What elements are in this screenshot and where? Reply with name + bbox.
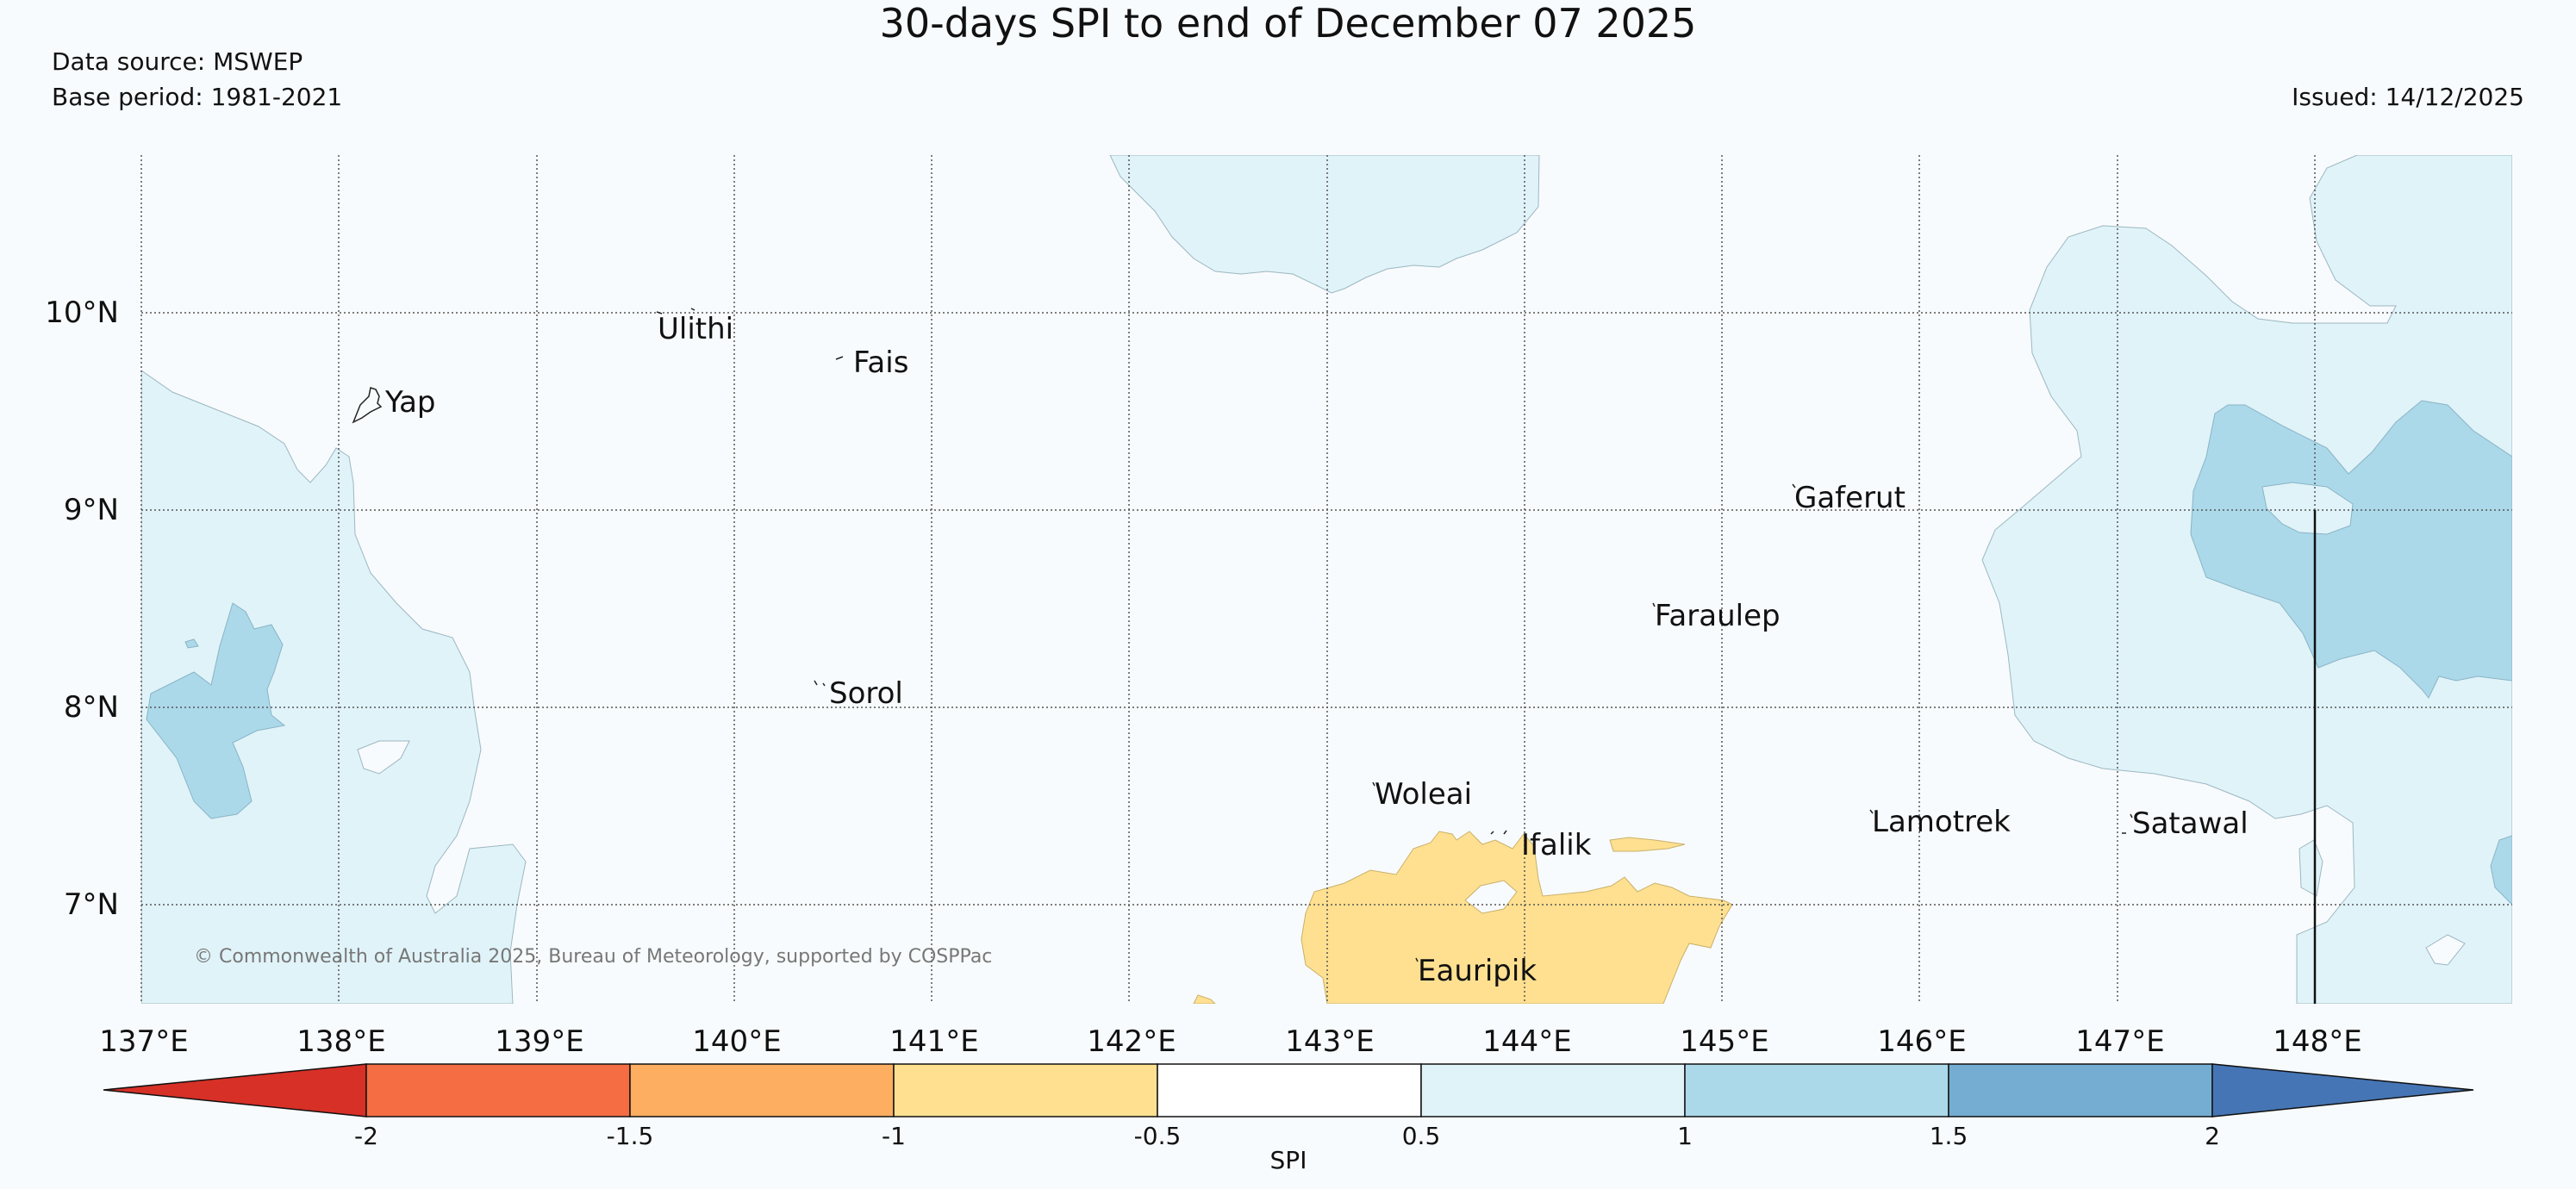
colorbar-tick-2: 2 bbox=[2205, 1122, 2220, 1150]
colorbar-tick-0-5: 0.5 bbox=[1402, 1122, 1441, 1150]
lamotrek-island-mark bbox=[1869, 809, 1874, 814]
lon-label-147e: 147°E bbox=[2075, 1024, 2164, 1059]
colorbar-label: SPI bbox=[1270, 1146, 1307, 1174]
faraulep-island-mark bbox=[1652, 602, 1656, 607]
lon-label-138e: 138°E bbox=[296, 1024, 385, 1059]
woleai-island-mark bbox=[1372, 781, 1375, 787]
lon-label-144e: 144°E bbox=[1482, 1024, 1571, 1059]
colorbar-bin-severe-wet bbox=[1948, 1063, 2213, 1117]
ifalik-island-mark bbox=[1490, 830, 1507, 835]
yap-island-outline bbox=[352, 387, 383, 424]
place-label-sorol: Sorol bbox=[829, 676, 903, 711]
moderate-wet-patch-southeast bbox=[2490, 835, 2512, 906]
dry-patch-small bbox=[1193, 994, 1216, 1004]
lon-label-139e: 139°E bbox=[495, 1024, 583, 1059]
place-label-gaferut: Gaferut bbox=[1794, 481, 1905, 515]
map-title: 30-days SPI to end of December 07 2025 bbox=[879, 0, 1697, 47]
graticule bbox=[140, 155, 2512, 1004]
colorbar-bin-moderate-wet bbox=[1684, 1063, 1949, 1117]
dry-hole-west bbox=[357, 740, 410, 775]
wet-region-top bbox=[1109, 155, 1540, 294]
lon-label-142e: 142°E bbox=[1087, 1024, 1176, 1059]
copyright-notice: © Commonwealth of Australia 2025, Bureau… bbox=[194, 946, 992, 968]
place-label-lamotrek: Lamotrek bbox=[1872, 805, 2011, 839]
place-label-faraulep: Faraulep bbox=[1655, 599, 1781, 633]
place-label-eauripik: Eauripik bbox=[1418, 954, 1537, 988]
lon-label-141e: 141°E bbox=[889, 1024, 978, 1059]
lon-label-137e: 137°E bbox=[99, 1024, 188, 1059]
colorbar-bin-normal bbox=[1157, 1063, 1422, 1117]
lon-label-146e: 146°E bbox=[1877, 1024, 1966, 1059]
colorbar-bin-mild-wet bbox=[1420, 1063, 1686, 1117]
wet-region-west bbox=[141, 370, 527, 1004]
lon-label-143e: 143°E bbox=[1285, 1024, 1374, 1059]
colorbar-tick-neg1: -1 bbox=[882, 1122, 906, 1150]
issued-date-label: Issued: 14/12/2025 bbox=[2292, 83, 2524, 111]
lat-label-7n: 7°N bbox=[64, 887, 119, 922]
place-label-fais: Fais bbox=[853, 345, 908, 380]
lat-label-10n: 10°N bbox=[45, 296, 119, 330]
place-label-ulithi: Ulithi bbox=[658, 312, 733, 346]
satawal-island-mark bbox=[2122, 813, 2133, 834]
colorbar-tick-1: 1 bbox=[1677, 1122, 1693, 1150]
dry-hole-east bbox=[2425, 934, 2466, 966]
sorol-island-mark bbox=[814, 680, 826, 687]
island-markers bbox=[352, 308, 2133, 962]
lon-label-145e: 145°E bbox=[1680, 1024, 1768, 1059]
light-hole-east bbox=[2261, 482, 2354, 535]
fais-island-mark bbox=[835, 356, 844, 360]
gaferut-island-mark bbox=[1792, 483, 1796, 489]
place-label-yap: Yap bbox=[384, 385, 436, 420]
place-label-satawal: Satawal bbox=[2132, 806, 2249, 841]
colorbar-bin-mild-dry bbox=[893, 1063, 1158, 1117]
moderate-wet-region-east bbox=[2190, 400, 2512, 699]
moderate-wet-patch-west bbox=[146, 602, 286, 819]
colorbar-tick-neg1-5: -1.5 bbox=[607, 1122, 654, 1150]
lon-label-148e: 148°E bbox=[2273, 1024, 2361, 1059]
place-label-woleai: Woleai bbox=[1375, 777, 1472, 812]
spi-colorbar bbox=[103, 1063, 2474, 1117]
base-period-label: Base period: 1981-2021 bbox=[52, 83, 343, 111]
lat-label-8n: 8°N bbox=[64, 690, 119, 725]
dry-patch-ifalik bbox=[1609, 837, 1686, 852]
eauripik-island-mark bbox=[1415, 957, 1419, 962]
light-wet-sliver-east bbox=[2298, 839, 2323, 897]
colorbar-bin-moderate-dry bbox=[629, 1063, 895, 1117]
data-source-label: Data source: MSWEP bbox=[52, 47, 303, 76]
ulithi-island-mark bbox=[656, 308, 695, 314]
spi-shading bbox=[141, 155, 2512, 1004]
lon-label-140e: 140°E bbox=[692, 1024, 781, 1059]
colorbar-extend-high bbox=[2211, 1063, 2474, 1117]
place-label-ifalik: Ifalik bbox=[1521, 828, 1592, 862]
colorbar-tick-neg2: -2 bbox=[354, 1122, 378, 1150]
colorbar-tick-neg0-5: -0.5 bbox=[1134, 1122, 1182, 1150]
lat-label-9n: 9°N bbox=[64, 493, 119, 527]
small-wet-dot-west bbox=[184, 638, 199, 649]
colorbar-tick-1-5: 1.5 bbox=[1930, 1122, 1968, 1150]
colorbar-bin-severe-dry bbox=[365, 1063, 631, 1117]
colorbar-extend-low bbox=[103, 1063, 367, 1117]
